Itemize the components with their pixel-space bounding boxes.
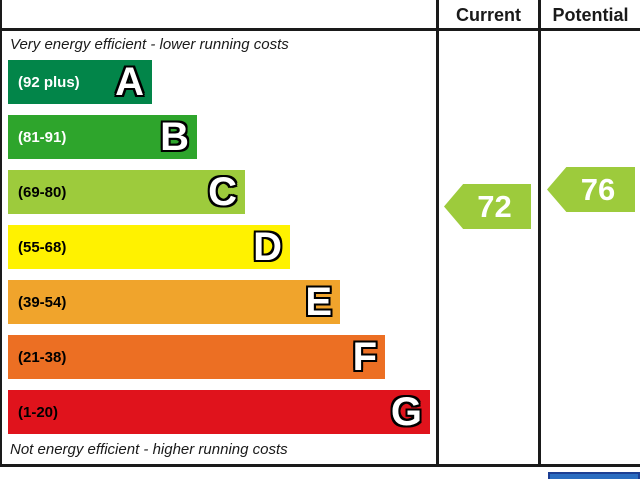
band-d-bar: (55-68) D — [8, 225, 290, 269]
band-g-bar: (1-20) G — [8, 390, 430, 434]
band-f-range: (21-38) — [18, 348, 67, 366]
band-d-range: (55-68) — [18, 238, 67, 256]
band-c-bar: (69-80) C — [8, 170, 245, 214]
potential-column-divider — [538, 0, 541, 467]
band-e-bar: (39-54) E — [8, 280, 340, 324]
band-b-letter: B — [160, 115, 189, 159]
current-rating-arrow: 72 — [444, 184, 531, 229]
potential-rating-value: 76 — [580, 171, 616, 207]
current-rating-value: 72 — [477, 188, 512, 224]
potential-column-header: Potential — [552, 5, 629, 25]
band-a-letter: A — [115, 60, 144, 104]
current-column-divider — [436, 0, 439, 467]
band-c-letter: C — [208, 170, 237, 214]
band-d-letter: D — [253, 225, 282, 269]
band-f-bar: (21-38) F — [8, 335, 385, 379]
potential-rating-arrow: 76 — [547, 167, 635, 212]
band-g-letter: G — [390, 390, 422, 434]
band-c-range: (69-80) — [18, 183, 67, 201]
current-column-header: Current — [455, 5, 521, 25]
table-bottom-border — [0, 464, 640, 467]
bottom-caption: Not energy efficient - higher running co… — [10, 441, 288, 458]
band-e-letter: E — [305, 280, 332, 324]
table-left-border — [0, 0, 2, 467]
header-bottom-border — [0, 28, 640, 31]
top-caption: Very energy efficient - lower running co… — [10, 36, 289, 53]
band-b-range: (81-91) — [18, 128, 67, 146]
band-a-range: (92 plus) — [18, 73, 80, 91]
band-g-range: (1-20) — [18, 403, 59, 421]
band-a-bar: (92 plus) A — [8, 60, 152, 104]
band-e-range: (39-54) — [18, 293, 67, 311]
band-b-bar: (81-91) B — [8, 115, 197, 159]
band-f-letter: F — [352, 335, 377, 379]
next-chart-partial-blue-bar — [548, 472, 640, 479]
